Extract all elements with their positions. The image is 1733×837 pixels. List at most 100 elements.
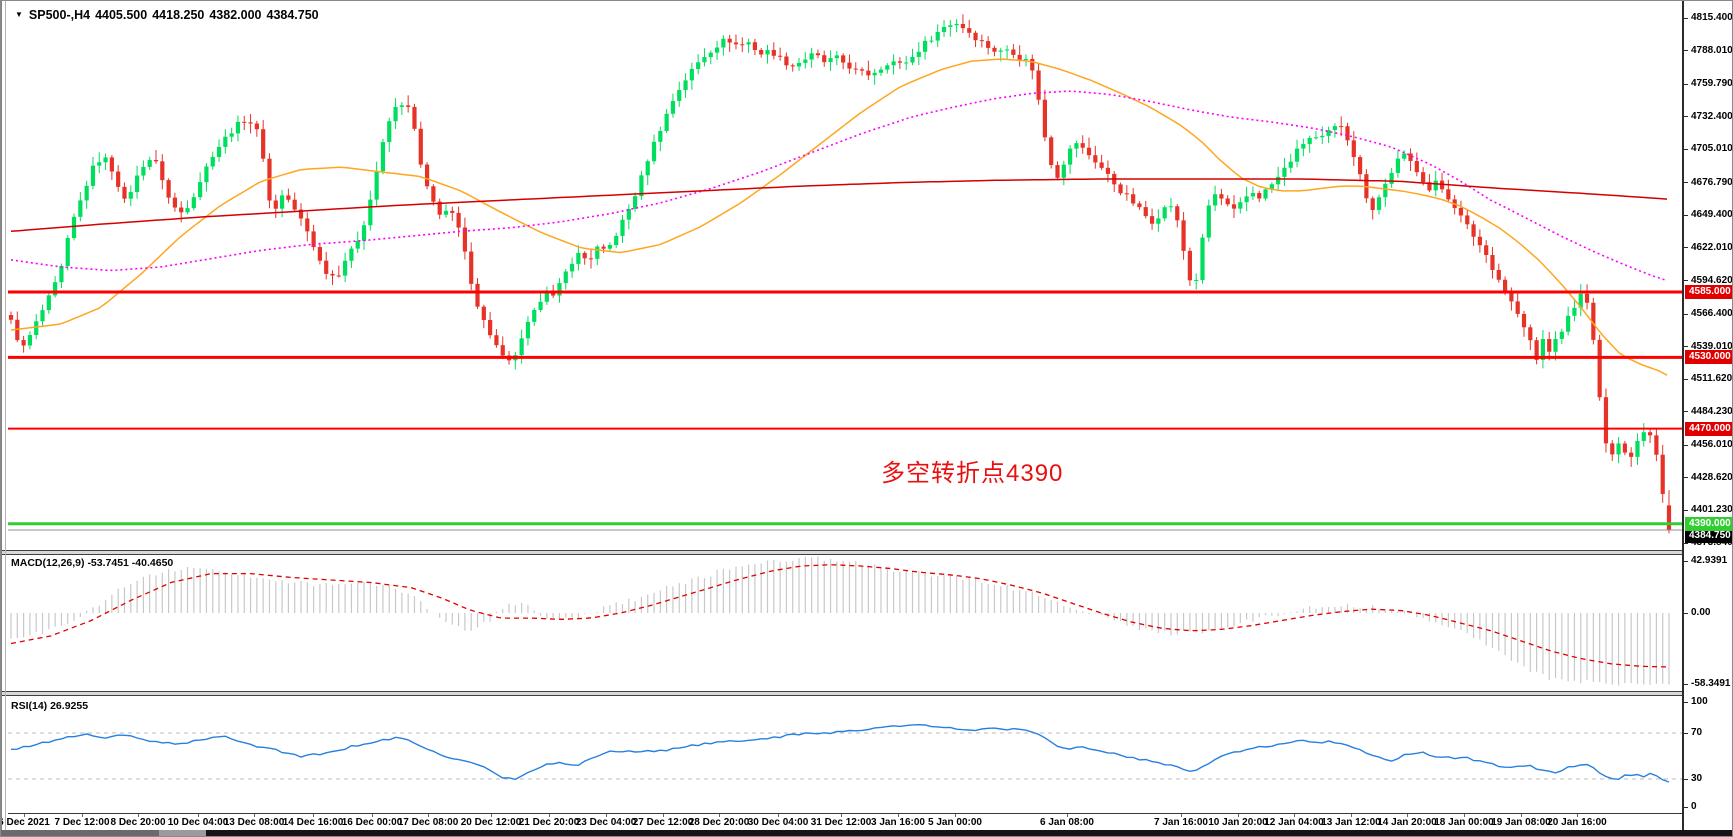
candle-down (841, 55, 846, 63)
candle-up (40, 310, 45, 322)
macd-plot[interactable] (10, 556, 1670, 686)
candle-up (1162, 207, 1167, 219)
time-tick (1351, 814, 1352, 817)
candle-down (406, 105, 411, 107)
candle-up (1540, 338, 1546, 360)
candle-up (147, 159, 152, 167)
time-axis[interactable]: 6 Dec 2021 7 Dec 12:00 8 Dec 20:00 10 Dec 0… (1, 813, 1682, 830)
candle-up (576, 252, 581, 264)
axis-tick (1684, 778, 1688, 780)
candle-down (109, 157, 114, 172)
axis-tick (1684, 560, 1688, 562)
candle-up (916, 51, 921, 57)
candle-down (1502, 279, 1508, 292)
candle-up (1294, 148, 1300, 162)
candle-down (1175, 206, 1180, 221)
axis-tick (1684, 612, 1688, 614)
chart-left-border (5, 1, 6, 830)
candle-down (1143, 207, 1148, 217)
time-tick-label: 12 Jan 04:00 (1264, 817, 1324, 828)
candle-down (1521, 313, 1527, 328)
candle-up (904, 62, 909, 64)
ohlc-close: 4384.750 (266, 8, 319, 22)
level-price-label: 4390.000 (1685, 516, 1732, 531)
chart-annotation-text[interactable]: 多空转折点4390 (881, 460, 1064, 487)
axis-tick (1684, 50, 1688, 52)
candle-up (948, 25, 953, 27)
time-tick (1464, 814, 1465, 817)
time-tick (198, 814, 199, 817)
candle-down (160, 161, 165, 181)
candle-down (967, 28, 972, 33)
candle-up (229, 133, 234, 137)
time-tick-label: 13 Dec 08:00 (223, 817, 285, 828)
axis-tick (1684, 116, 1688, 118)
candle-down (261, 129, 266, 159)
time-tick-label: 27 Dec 12:00 (632, 817, 694, 828)
candle-up (361, 225, 367, 241)
time-tick (313, 814, 314, 817)
time-tick-label: 21 Dec 20:00 (518, 817, 580, 828)
panel-separator-macd[interactable] (1, 550, 1732, 555)
candle-up (519, 338, 524, 356)
candle-down (481, 306, 486, 320)
time-tick-label: 5 Jan 00:00 (928, 817, 982, 828)
rsi-plot[interactable] (8, 723, 1682, 783)
rsi-tick-label: 30 (1691, 773, 1703, 784)
rsi-tick-label: 100 (1691, 696, 1708, 707)
candle-up (1288, 161, 1293, 168)
candle-up (1376, 197, 1382, 211)
axis-tick (1684, 346, 1688, 348)
candle-up (765, 50, 770, 55)
candle-down (778, 55, 783, 57)
candle-up (714, 47, 720, 53)
candle-down (992, 47, 997, 52)
price-tick-label: 4511.620 (1691, 373, 1733, 385)
candle-down (1490, 254, 1495, 270)
price-axis[interactable]: 4815.400 4788.010 4759.790 4732.400 4705.010… (1682, 1, 1733, 830)
candle-down (1093, 155, 1098, 163)
price-plot[interactable] (8, 14, 1682, 534)
ohlc-open: 4405.500 (95, 8, 148, 22)
time-tick-label: 14 Jan 20:00 (1377, 817, 1437, 828)
candle-down (437, 201, 442, 215)
candle-up (878, 69, 884, 73)
candle-up (614, 235, 619, 246)
ma-mid-line (10, 90, 1668, 282)
candle-up (1383, 183, 1388, 198)
time-tick (841, 814, 842, 817)
candle-up (46, 295, 51, 311)
candle-up (803, 59, 808, 63)
candle-down (248, 122, 253, 124)
time-tick-label: 31 Dec 12:00 (810, 817, 872, 828)
candle-up (53, 282, 58, 296)
candle-up (910, 56, 915, 63)
time-tick-label: 13 Jan 12:00 (1321, 817, 1381, 828)
bottom-strip-light (159, 830, 206, 836)
time-tick-label: 28 Dec 20:00 (688, 817, 750, 828)
panel-separator-rsi[interactable] (1, 691, 1732, 696)
level-price-label: 4470.000 (1685, 421, 1732, 436)
candle-down (450, 210, 455, 213)
candle-up (721, 38, 726, 48)
axis-tick (1684, 477, 1688, 479)
candle-down (412, 106, 417, 129)
candle-up (1332, 126, 1337, 131)
candle-down (1042, 99, 1047, 138)
candle-down (1339, 126, 1344, 128)
candle-down (1603, 397, 1609, 444)
macd-tick-label: 42.9391 (1691, 555, 1728, 566)
candle-up (1004, 49, 1010, 51)
candle-up (885, 65, 890, 70)
candle-up (1194, 280, 1199, 282)
candle-down (1011, 49, 1016, 55)
candle-down (752, 42, 757, 50)
candle-down (853, 68, 858, 70)
candle-up (696, 62, 701, 69)
candle-down (475, 283, 480, 307)
level-price-label: 4530.000 (1685, 350, 1732, 365)
symbol-dropdown-icon[interactable]: ▼ (15, 10, 23, 19)
candle-down (822, 55, 827, 63)
candle-up (998, 50, 1003, 52)
